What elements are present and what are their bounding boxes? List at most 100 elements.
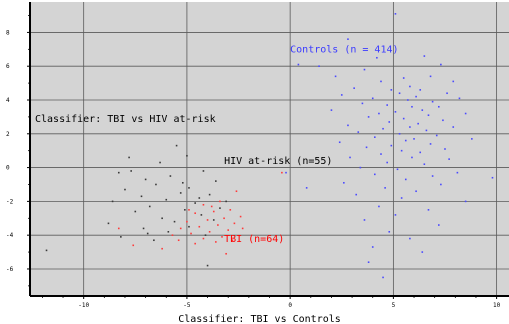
data-point bbox=[338, 141, 341, 144]
data-point bbox=[200, 214, 203, 216]
data-point bbox=[431, 100, 434, 103]
data-point bbox=[388, 121, 391, 123]
data-point bbox=[396, 168, 399, 171]
data-point bbox=[382, 276, 384, 279]
data-point bbox=[334, 75, 337, 78]
data-point bbox=[130, 170, 132, 172]
data-point bbox=[378, 112, 380, 115]
data-point bbox=[202, 237, 205, 240]
data-point bbox=[184, 209, 186, 211]
data-point bbox=[340, 94, 343, 96]
series-tbi-n-64 bbox=[117, 171, 283, 255]
data-point bbox=[452, 80, 455, 83]
data-point bbox=[45, 249, 48, 252]
data-point bbox=[117, 227, 120, 230]
data-point bbox=[161, 217, 163, 220]
x-tick-label: 10 bbox=[493, 302, 501, 309]
data-point bbox=[140, 195, 143, 198]
data-point bbox=[194, 212, 196, 215]
data-point bbox=[456, 171, 459, 174]
data-point bbox=[413, 138, 415, 140]
data-point bbox=[241, 227, 244, 230]
data-point bbox=[442, 119, 444, 122]
data-points bbox=[45, 13, 494, 279]
y-tick-label: 0 bbox=[6, 165, 10, 172]
data-point bbox=[415, 190, 417, 193]
data-point bbox=[415, 95, 417, 98]
data-point bbox=[225, 200, 227, 203]
data-point bbox=[394, 111, 397, 113]
data-point bbox=[373, 136, 376, 138]
data-point bbox=[378, 205, 380, 208]
data-point bbox=[330, 109, 333, 111]
data-point bbox=[421, 109, 424, 111]
tick-labels: -10 -5 0 5 10 -6 -4 -2 0 2 4 6 8 bbox=[6, 29, 501, 309]
data-point bbox=[171, 234, 174, 236]
data-point bbox=[204, 234, 207, 236]
data-point bbox=[398, 132, 401, 135]
data-point bbox=[155, 183, 157, 186]
data-point bbox=[452, 126, 455, 128]
data-point bbox=[371, 246, 374, 248]
data-point bbox=[223, 217, 225, 220]
data-point bbox=[407, 99, 409, 101]
data-point bbox=[194, 202, 196, 204]
data-point bbox=[400, 149, 403, 152]
data-point bbox=[179, 227, 182, 230]
data-point bbox=[208, 230, 211, 233]
data-point bbox=[376, 56, 378, 59]
data-point bbox=[365, 146, 368, 149]
data-point bbox=[111, 200, 114, 203]
data-point bbox=[233, 222, 236, 225]
data-point bbox=[173, 220, 176, 223]
data-point bbox=[167, 230, 170, 233]
series-controls-n-414 bbox=[285, 13, 494, 279]
data-point bbox=[404, 178, 407, 181]
y-tick-label: -6 bbox=[6, 266, 14, 273]
data-point bbox=[285, 171, 287, 174]
data-point bbox=[359, 166, 362, 169]
data-point bbox=[146, 232, 149, 235]
data-point bbox=[188, 187, 190, 189]
data-point bbox=[134, 210, 137, 213]
y-tick-label: 8 bbox=[6, 29, 10, 36]
data-point bbox=[124, 188, 126, 191]
data-point bbox=[390, 89, 393, 91]
data-point bbox=[208, 193, 211, 196]
data-point bbox=[297, 63, 300, 66]
data-point bbox=[202, 170, 205, 172]
y-tick-label: 4 bbox=[6, 97, 10, 104]
data-point bbox=[169, 175, 172, 177]
data-point bbox=[363, 68, 366, 71]
data-point bbox=[132, 244, 135, 247]
data-point bbox=[357, 131, 360, 133]
data-point bbox=[349, 156, 351, 159]
annotation-hiv-at-risk: HIV at-risk (n=55) bbox=[224, 156, 332, 167]
data-point bbox=[239, 215, 242, 218]
data-point bbox=[398, 92, 401, 95]
data-point bbox=[384, 187, 386, 189]
data-point bbox=[161, 247, 163, 250]
data-point bbox=[386, 161, 388, 164]
data-point bbox=[446, 92, 448, 95]
data-point bbox=[202, 203, 205, 206]
data-point bbox=[417, 122, 419, 125]
x-tick-label: 0 bbox=[288, 302, 292, 309]
data-point bbox=[444, 148, 446, 150]
data-point bbox=[431, 175, 434, 177]
data-point bbox=[419, 89, 422, 91]
data-point bbox=[235, 190, 238, 193]
data-point bbox=[425, 129, 428, 132]
data-point bbox=[464, 112, 467, 115]
data-point bbox=[429, 143, 432, 145]
data-point bbox=[144, 178, 147, 181]
data-point bbox=[281, 171, 283, 174]
data-point bbox=[159, 161, 161, 164]
data-point bbox=[427, 209, 430, 211]
data-point bbox=[117, 171, 120, 174]
plot-area bbox=[30, 2, 509, 296]
x-tick-label: -5 bbox=[183, 302, 191, 309]
data-point bbox=[371, 97, 374, 100]
data-point bbox=[491, 176, 494, 179]
data-point bbox=[215, 180, 217, 182]
